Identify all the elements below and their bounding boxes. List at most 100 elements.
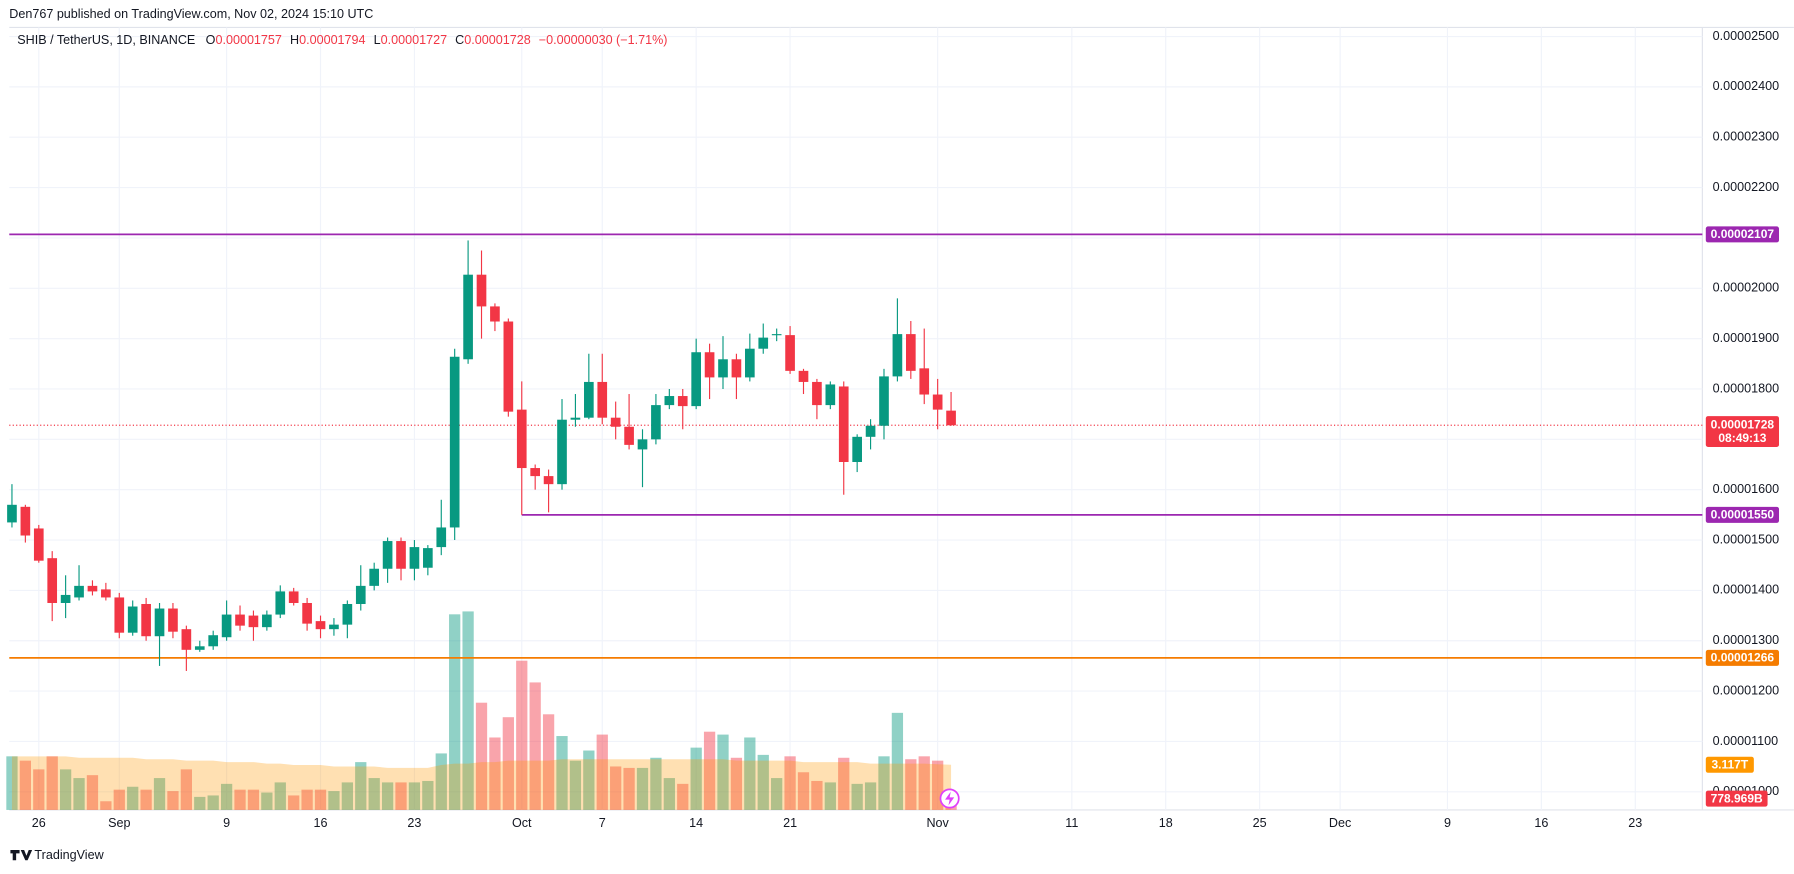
volume-bar — [113, 789, 125, 810]
x-tick-label: 23 — [1628, 816, 1642, 830]
candle-body — [33, 528, 44, 561]
candle-body — [127, 606, 138, 633]
candle-body — [463, 274, 473, 360]
candle-body — [47, 558, 58, 603]
candle-body — [704, 352, 715, 378]
price-tag — [1705, 506, 1780, 523]
candle-body — [677, 396, 688, 407]
legend-high: 0.00001794 — [299, 34, 365, 48]
candle-body — [610, 417, 621, 427]
x-tick-label: 16 — [1534, 816, 1548, 830]
volume-bar — [6, 756, 18, 810]
volume-bar — [569, 760, 582, 810]
candle-body — [315, 621, 326, 630]
candle-body — [905, 334, 916, 371]
legend: SHIB / TetherUS, 1D, BINANCE O0.00001757… — [17, 34, 667, 48]
volume-bar — [529, 682, 541, 810]
legend-low: 0.00001727 — [381, 34, 447, 48]
volume-bar — [395, 782, 407, 810]
x-tick-label: 14 — [689, 816, 703, 830]
brand[interactable]: TradingView — [10, 848, 105, 862]
candle-body — [262, 614, 272, 628]
volume-bar — [462, 611, 474, 810]
x-tick-label: 23 — [407, 816, 421, 830]
volume-bar — [784, 756, 796, 810]
candle-body — [248, 615, 259, 628]
volume-ma-tag — [1705, 756, 1754, 773]
volume-bar — [355, 762, 367, 810]
volume-bar — [610, 766, 622, 810]
x-tick-label: Oct — [512, 816, 532, 830]
volume-bar — [59, 769, 72, 810]
candle-body — [798, 370, 809, 382]
volume-bar — [583, 750, 595, 810]
volume-bar — [623, 767, 635, 810]
axis-labels: 0.000010000.000011000.000012000.00001300… — [32, 29, 1779, 830]
last-price-label: 0.00001728 — [1711, 417, 1775, 431]
x-tick-label: 11 — [1065, 816, 1078, 830]
volume-bar — [153, 778, 166, 810]
volume-bar — [797, 772, 810, 810]
replay-icon[interactable] — [939, 788, 960, 809]
volume-bar — [932, 760, 944, 810]
x-tick-label: 9 — [1444, 816, 1451, 830]
x-tick-label: 18 — [1159, 816, 1173, 830]
last-price-tag — [1705, 416, 1780, 447]
volume-bar — [449, 614, 461, 810]
x-tick-label: 25 — [1253, 816, 1267, 830]
candle-body — [141, 603, 151, 637]
y-tick-label: 0.00001500 — [1713, 532, 1779, 546]
volume-bar — [516, 660, 528, 810]
volume-bar — [408, 782, 421, 810]
candle-body — [865, 425, 876, 437]
brand-name: TradingView — [34, 848, 104, 862]
candle-body — [342, 603, 353, 625]
volume-bar — [140, 789, 152, 810]
legend-low-label: L — [374, 34, 381, 48]
y-tick-label: 0.00001100 — [1713, 734, 1779, 748]
x-tick-label: 26 — [32, 816, 46, 830]
volume-bar — [368, 778, 380, 810]
volume-bar — [650, 757, 662, 810]
countdown: 08:49:13 — [1718, 431, 1766, 445]
candle-body — [7, 504, 17, 523]
candle-body — [946, 410, 956, 426]
volume-bar — [824, 782, 836, 810]
candle-body — [771, 334, 782, 336]
candle-body — [20, 506, 31, 536]
volume-bar — [341, 782, 353, 810]
volume-tag — [1705, 790, 1768, 807]
volume-bar — [314, 789, 327, 810]
x-tick-label: Dec — [1329, 816, 1351, 830]
candle-body — [74, 585, 84, 598]
candle-body — [355, 585, 366, 604]
candle-body — [597, 381, 608, 418]
candle-body — [101, 589, 111, 598]
candle-body — [369, 568, 380, 586]
y-tick-label: 0.00001900 — [1713, 331, 1779, 345]
legend-change: −0.00000030 (−1.71%) — [539, 34, 668, 48]
volume-bar — [19, 760, 32, 810]
volume-bar — [100, 801, 112, 810]
candle-body — [221, 614, 232, 638]
volume-bar — [556, 736, 568, 810]
y-tick-label: 0.00001600 — [1713, 482, 1779, 496]
y-tick-label: 0.00001400 — [1713, 583, 1779, 597]
candle-body — [758, 337, 769, 349]
volume-bar — [502, 717, 514, 810]
x-tick-label: 9 — [223, 816, 230, 830]
volume-bar — [220, 783, 233, 810]
candle-body — [852, 436, 862, 462]
volume-bar — [596, 734, 608, 810]
candle-body — [530, 468, 541, 477]
candle-body — [584, 381, 594, 418]
volume-bar — [811, 780, 823, 810]
candle-body — [114, 597, 125, 633]
y-tick-label: 0.00002500 — [1713, 29, 1779, 43]
volume-bar — [918, 756, 930, 810]
candles — [7, 240, 956, 671]
y-tick-label: 0.00002200 — [1713, 180, 1779, 194]
